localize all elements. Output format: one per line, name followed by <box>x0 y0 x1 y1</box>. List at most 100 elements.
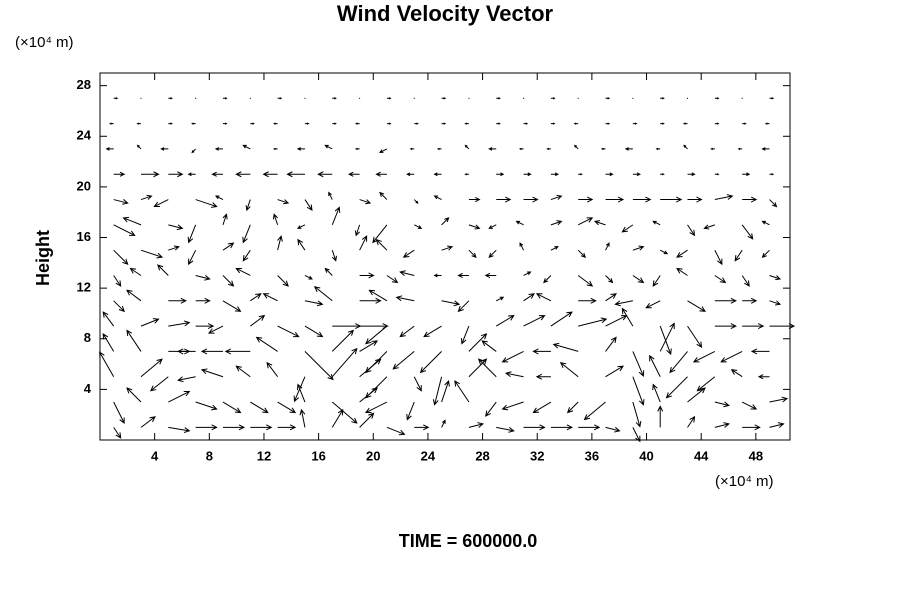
wind-vector <box>523 424 546 431</box>
wind-vector <box>769 199 778 208</box>
wind-vector <box>277 325 300 338</box>
wind-vector <box>126 289 142 302</box>
wind-vector <box>359 297 382 304</box>
wind-vector <box>214 147 223 151</box>
wind-vector <box>99 351 115 377</box>
wind-vector <box>113 97 119 100</box>
wind-vector <box>242 224 251 244</box>
wind-vector <box>714 194 734 201</box>
wind-vector <box>414 122 419 125</box>
wind-vector <box>177 376 196 383</box>
wind-vector <box>195 323 215 330</box>
y-axis-label: Height <box>33 230 53 286</box>
wind-vector <box>652 383 661 403</box>
wind-vector <box>331 401 358 424</box>
wind-vector <box>188 249 197 266</box>
wind-vector <box>200 368 224 378</box>
wind-vector <box>347 171 360 177</box>
wind-vector <box>566 401 579 414</box>
y-tick-label: 4 <box>84 381 92 396</box>
wind-vector <box>272 213 279 226</box>
wind-vector <box>222 300 242 312</box>
wind-vector <box>757 374 770 380</box>
wind-vector <box>657 405 664 428</box>
wind-vector <box>113 249 129 265</box>
wind-vector <box>277 424 297 431</box>
wind-vector <box>168 224 184 231</box>
wind-vector <box>222 424 246 431</box>
wind-vector <box>676 267 688 276</box>
wind-vector <box>277 235 283 251</box>
wind-vector <box>481 340 497 352</box>
wind-vector <box>578 424 601 431</box>
wind-vector <box>519 242 525 251</box>
wind-vector <box>764 122 770 125</box>
wind-vector <box>113 300 125 313</box>
wind-vector <box>157 264 169 276</box>
wind-vector <box>332 97 337 100</box>
wind-vector <box>454 380 470 403</box>
wind-vector <box>605 242 610 251</box>
wind-vector <box>714 401 730 408</box>
wind-vector <box>742 297 758 304</box>
wind-vector <box>532 348 551 355</box>
wind-vector <box>468 358 488 378</box>
wind-vector <box>331 329 355 352</box>
wind-vector <box>550 97 556 100</box>
wind-vector <box>222 213 228 226</box>
wind-vector <box>550 220 563 226</box>
wind-vector <box>523 271 532 276</box>
wind-vector <box>605 365 625 378</box>
wind-vector <box>293 376 306 403</box>
wind-vector <box>468 249 477 258</box>
wind-vector <box>207 325 224 334</box>
wind-vector <box>496 172 505 177</box>
wind-vector <box>769 396 789 403</box>
wind-vector <box>714 97 720 100</box>
wind-vector <box>250 401 269 414</box>
x-tick-label: 28 <box>475 448 489 463</box>
wind-vector <box>331 206 341 226</box>
wind-vector <box>750 348 770 355</box>
wind-vector <box>441 379 450 403</box>
wind-vector <box>769 422 785 428</box>
wind-vector <box>168 97 173 100</box>
wind-vector <box>550 172 560 177</box>
wind-vector <box>296 383 306 403</box>
wind-vector <box>168 426 191 433</box>
wind-vector <box>665 376 688 399</box>
wind-vector <box>605 426 621 433</box>
wind-vector <box>441 300 461 307</box>
wind-vector <box>761 147 770 151</box>
wind-vector <box>605 315 628 327</box>
wind-vector <box>235 267 251 276</box>
wind-vector <box>488 224 497 229</box>
wind-vector <box>136 144 142 150</box>
wind-vector <box>742 196 758 203</box>
wind-vector <box>496 122 501 125</box>
wind-vector <box>550 122 556 125</box>
wind-vector <box>160 147 169 151</box>
wind-vector <box>313 286 333 302</box>
wind-vector <box>621 307 634 327</box>
wind-vector <box>468 224 481 230</box>
wind-vector <box>113 171 126 177</box>
wind-vector <box>297 238 306 251</box>
wind-vector <box>222 97 228 100</box>
wind-vector <box>687 415 696 428</box>
wind-vector <box>235 365 251 378</box>
wind-vector <box>195 401 218 411</box>
wind-vector <box>255 336 278 352</box>
wind-vector <box>113 224 136 236</box>
wind-vector <box>703 224 716 230</box>
wind-vector <box>632 427 641 443</box>
wind-vector <box>354 147 360 151</box>
wind-vector <box>277 199 290 205</box>
wind-vector <box>464 173 469 176</box>
wind-vector <box>266 361 279 378</box>
wind-vector <box>113 401 125 425</box>
wind-vector <box>250 293 262 302</box>
wind-vector <box>552 342 579 352</box>
wind-vector <box>140 171 160 178</box>
